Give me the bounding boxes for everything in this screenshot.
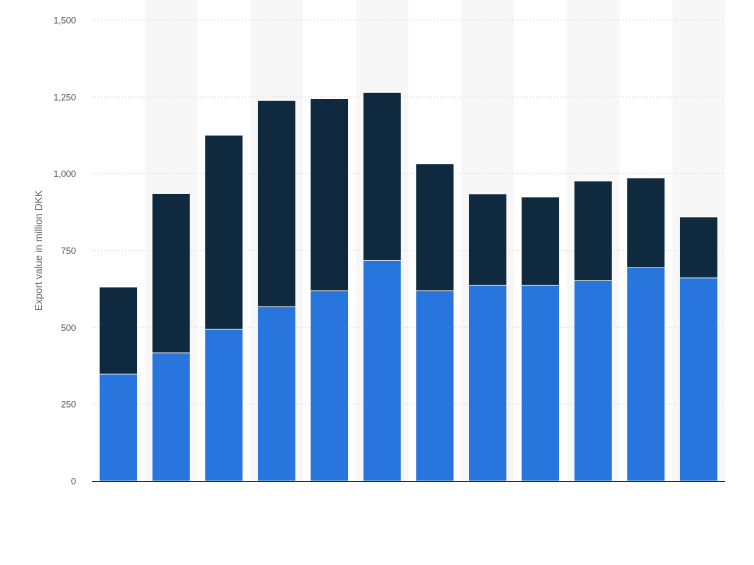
bar-segment-series2-2 xyxy=(204,134,244,330)
bar-segment-series1-7 xyxy=(468,284,507,482)
bar-segment-series1-10 xyxy=(626,267,666,482)
bar-segment-series2-7 xyxy=(468,193,507,286)
bar-segment-series2-10 xyxy=(626,177,666,269)
y-axis-ticks: 0 250 500 750 1,000 1,250 1,500 xyxy=(53,16,76,487)
bar-segment-series2-8 xyxy=(521,196,560,286)
bar-segment-series1-11 xyxy=(679,277,718,482)
bar-segment-series1-1 xyxy=(151,352,191,482)
bar-segment-series2-6 xyxy=(415,163,455,292)
bar-segment-series1-0 xyxy=(99,373,138,482)
y-tick-label: 0 xyxy=(71,477,76,487)
bar-segment-series1-3 xyxy=(257,306,296,482)
bar-segment-series1-4 xyxy=(310,290,349,482)
bar-segment-series2-5 xyxy=(362,92,402,261)
bar-segment-series2-0 xyxy=(99,286,138,375)
y-tick-label: 1,500 xyxy=(53,16,76,26)
bar-segment-series2-11 xyxy=(679,216,718,279)
bar-segment-series1-2 xyxy=(204,328,244,482)
bar-segment-series1-8 xyxy=(521,284,560,482)
bar-segment-series2-4 xyxy=(310,98,349,292)
y-tick-label: 250 xyxy=(61,400,76,410)
y-tick-label: 500 xyxy=(61,323,76,333)
y-axis-label: Export value in million DKK xyxy=(34,190,45,311)
bar-segment-series2-9 xyxy=(573,180,613,281)
bar-segment-series1-6 xyxy=(415,290,455,482)
bar-segment-series2-3 xyxy=(257,100,296,308)
bar-segment-series2-1 xyxy=(151,193,191,354)
bars xyxy=(99,92,718,482)
y-tick-label: 1,250 xyxy=(53,92,76,102)
bar-segment-series1-5 xyxy=(362,260,402,482)
y-tick-label: 750 xyxy=(61,246,76,256)
bar-segment-series1-9 xyxy=(573,280,613,482)
y-tick-label: 1,000 xyxy=(53,169,76,179)
gridlines xyxy=(92,19,725,405)
